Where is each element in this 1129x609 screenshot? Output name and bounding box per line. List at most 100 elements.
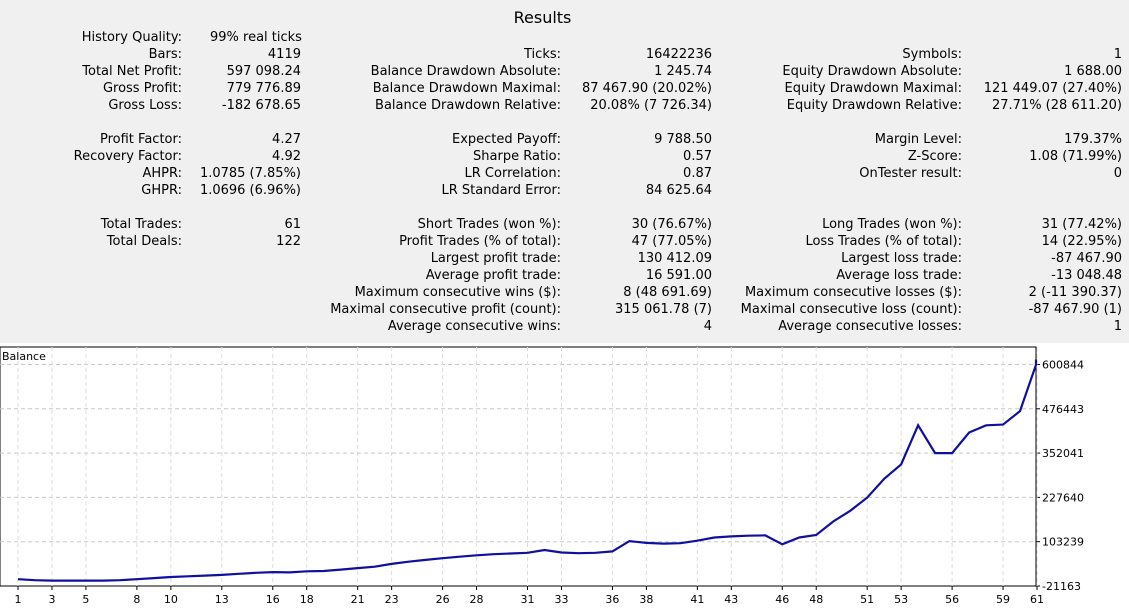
stat-label: Average profit trade:: [425, 268, 561, 283]
x-tick-label: 31: [521, 593, 535, 606]
stat-label: Largest profit trade:: [430, 251, 561, 266]
balance-line: [17, 359, 1038, 582]
stat-label: Average loss trade:: [836, 268, 962, 283]
results-title: Results: [513, 8, 572, 27]
x-tick-label: 10: [164, 593, 178, 606]
stat-value: 1.0785 (7.85%): [199, 166, 301, 181]
stat-value: -87 467.90 (1): [1028, 302, 1122, 317]
stat-label: Balance Drawdown Maximal:: [372, 81, 561, 96]
stat-label: Symbols:: [902, 47, 962, 62]
x-tick-label: 8: [133, 593, 140, 606]
x-tick-label: 59: [996, 593, 1010, 606]
stat-label: Maximum consecutive losses ($):: [744, 285, 962, 300]
stat-label: Profit Trades (% of total):: [399, 234, 561, 249]
stat-value: 20.08% (7 726.34): [590, 98, 712, 113]
stat-value: 16422236: [645, 47, 712, 62]
y-tick-label: 352041: [1042, 447, 1084, 460]
x-tick-label: 48: [809, 593, 823, 606]
stat-value: 779 776.89: [226, 81, 301, 96]
stat-label: Profit Factor:: [100, 132, 182, 147]
stat-label: Ticks:: [524, 47, 561, 62]
x-tick-label: 46: [775, 593, 789, 606]
x-tick-label: 26: [436, 593, 450, 606]
stat-value: 4119: [267, 47, 301, 62]
stat-value: -13 048.48: [1051, 268, 1122, 283]
stat-value: 0: [1113, 166, 1122, 181]
stat-label: Recovery Factor:: [73, 149, 182, 164]
stat-label: Gross Profit:: [102, 81, 182, 96]
stat-value: 47 (77.05%): [631, 234, 712, 249]
x-tick-label: 16: [266, 593, 280, 606]
stat-label: LR Standard Error:: [441, 183, 561, 198]
stat-value: 315 061.78 (7): [615, 302, 712, 317]
stat-label: Sharpe Ratio:: [473, 149, 561, 164]
x-tick-label: 5: [82, 593, 89, 606]
stat-label: Short Trades (won %):: [417, 217, 561, 232]
legend-balance: Balance: [2, 350, 46, 363]
stat-label: LR Correlation:: [464, 166, 561, 181]
stat-label: Equity Drawdown Maximal:: [784, 81, 962, 96]
stat-value: 27.71% (28 611.20): [991, 98, 1122, 113]
stat-label: GHPR:: [141, 183, 182, 198]
x-tick-label: 51: [860, 593, 874, 606]
stat-label: Z-Score:: [907, 149, 962, 164]
stat-label: Maximal consecutive profit (count):: [330, 302, 561, 317]
stat-value: 122: [276, 234, 301, 249]
stat-label: Average consecutive losses:: [778, 319, 962, 334]
stat-value: 9 788.50: [654, 132, 712, 147]
stat-value: 4.92: [272, 149, 301, 164]
stat-value: -87 467.90: [1051, 251, 1122, 266]
stat-label: Bars:: [148, 47, 182, 62]
stat-value: -182 678.65: [221, 98, 301, 113]
x-tick-label: 3: [48, 593, 55, 606]
stat-label: Total Deals:: [106, 234, 182, 249]
x-tick-label: 43: [724, 593, 738, 606]
stat-value: 14 (22.95%): [1041, 234, 1122, 249]
x-tick-label: 36: [605, 593, 619, 606]
stat-label: Equity Drawdown Relative:: [786, 98, 962, 113]
y-tick-label: 600844: [1042, 359, 1084, 372]
stat-value: 99% real ticks: [210, 30, 302, 45]
stat-value: 1.08 (71.99%): [1029, 149, 1122, 164]
stat-label: Gross Loss:: [108, 98, 182, 113]
y-tick-label: -21163: [1042, 580, 1081, 593]
x-tick-label: 13: [215, 593, 229, 606]
stat-value: 1: [1113, 47, 1122, 62]
stat-value: 1 245.74: [654, 64, 712, 79]
stat-value: 179.37%: [1064, 132, 1122, 147]
stat-label: History Quality:: [81, 30, 182, 45]
stat-value: 84 625.64: [645, 183, 712, 198]
stat-label: Largest loss trade:: [841, 251, 962, 266]
y-tick-label: 476443: [1042, 403, 1084, 416]
stat-label: Total Net Profit:: [82, 64, 182, 79]
stat-value: 0.87: [683, 166, 712, 181]
stat-label: Average consecutive wins:: [387, 319, 561, 334]
y-tick-label: 103239: [1042, 536, 1084, 549]
stat-label: Equity Drawdown Absolute:: [782, 64, 962, 79]
x-tick-label: 33: [554, 593, 568, 606]
x-tick-label: 56: [945, 593, 959, 606]
stat-label: Loss Trades (% of total):: [805, 234, 962, 249]
x-tick-label: 1: [15, 593, 22, 606]
stat-value: 61: [284, 217, 301, 232]
stat-value: 31 (77.42%): [1041, 217, 1122, 232]
stat-label: Long Trades (won %):: [822, 217, 962, 232]
x-tick-label: 18: [300, 593, 314, 606]
stat-value: 597 098.24: [226, 64, 301, 79]
stat-label: Balance Drawdown Relative:: [375, 98, 561, 113]
stat-label: AHPR:: [142, 166, 182, 181]
stat-label: OnTester result:: [859, 166, 962, 181]
stat-value: 1: [1113, 319, 1122, 334]
stat-label: Maximal consecutive loss (count):: [740, 302, 962, 317]
plot-frame: [0, 346, 1037, 587]
x-tick-label: 61: [1030, 593, 1044, 606]
stat-label: Total Trades:: [100, 217, 182, 232]
stat-label: Balance Drawdown Absolute:: [370, 64, 561, 79]
x-tick-label: 38: [639, 593, 653, 606]
stat-label: Maximum consecutive wins ($):: [354, 285, 561, 300]
x-tick-label: 23: [385, 593, 399, 606]
stat-value: 2 (-11 390.37): [1028, 285, 1122, 300]
x-tick-label: 41: [690, 593, 704, 606]
stat-value: 16 591.00: [645, 268, 712, 283]
